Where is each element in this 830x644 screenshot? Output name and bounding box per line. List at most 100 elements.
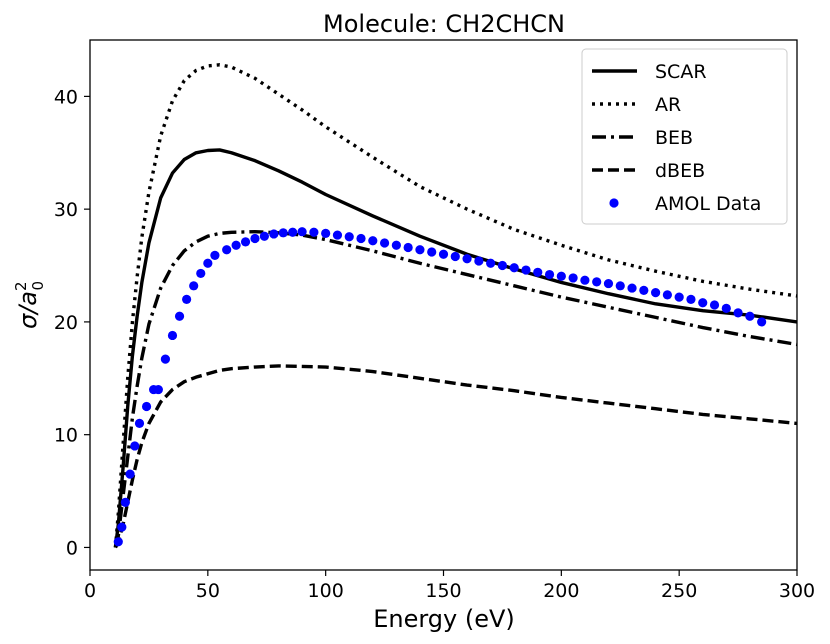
data-point (438, 249, 449, 259)
y-tick-label: 30 (54, 199, 78, 221)
series-line-dbeb (113, 364, 797, 549)
data-point (745, 311, 755, 321)
svg-text:σ/a20: σ/a20 (12, 281, 47, 329)
data-point (130, 441, 140, 451)
data-point (698, 298, 708, 308)
plot-area (89, 39, 798, 571)
x-tick-label: 250 (661, 580, 697, 602)
series-amol-data (113, 227, 767, 547)
x-tick-label: 50 (196, 580, 220, 602)
data-point (533, 267, 543, 277)
y-tick-label: 40 (54, 86, 78, 108)
data-point (189, 281, 199, 291)
data-point (182, 294, 192, 304)
y-tick-label: 0 (66, 537, 78, 559)
legend-box (581, 48, 788, 225)
data-point (450, 251, 460, 262)
data-point (174, 311, 185, 321)
data-point (615, 281, 625, 291)
data-point (141, 401, 152, 412)
data-point (125, 469, 135, 479)
y-axis-label-main: σ/a (14, 291, 42, 329)
data-point (210, 250, 220, 260)
data-point (196, 268, 206, 279)
series-line-ar (113, 63, 797, 548)
x-axis: 0 50 100 150 200 250 300 (84, 570, 815, 602)
data-point (321, 228, 331, 238)
data-point (134, 418, 145, 429)
series-line-scar (113, 148, 797, 548)
data-point (592, 277, 602, 287)
data-point (391, 240, 401, 250)
data-point (721, 303, 731, 313)
legend-label-ar: AR (655, 94, 681, 116)
data-point (297, 227, 307, 237)
y-axis-label-sub: 0 (29, 281, 47, 291)
series-line-beb (113, 230, 797, 548)
data-point (368, 236, 378, 246)
data-point (356, 233, 366, 244)
data-point (521, 265, 531, 275)
data-point (332, 230, 343, 240)
y-axis-label: σ/a20 (12, 281, 47, 329)
data-point (497, 260, 508, 271)
y-tick-label: 10 (54, 425, 78, 447)
data-point (113, 537, 123, 547)
data-point (709, 300, 720, 310)
data-point (117, 522, 127, 532)
legend-label-beb: BEB (655, 127, 693, 149)
data-point (686, 294, 696, 304)
data-point (674, 292, 684, 302)
data-point (240, 237, 251, 247)
x-tick-label: 100 (308, 580, 344, 602)
data-point (651, 287, 661, 298)
data-point (269, 229, 279, 239)
series-layer (113, 63, 797, 549)
data-point (639, 285, 649, 295)
data-point (544, 269, 555, 280)
data-point (160, 354, 171, 364)
data-point (288, 227, 298, 237)
x-tick-label: 150 (425, 580, 461, 602)
legend-label-amol-data: AMOL Data (655, 193, 761, 215)
data-point (167, 330, 178, 341)
data-point (568, 273, 578, 283)
data-point (222, 245, 232, 255)
data-point (603, 278, 614, 289)
data-point (309, 227, 319, 237)
data-point (462, 254, 472, 264)
data-point (580, 275, 590, 285)
data-point (662, 290, 672, 300)
data-point (474, 256, 484, 266)
data-point (344, 232, 354, 242)
data-point (627, 283, 637, 293)
legend-label-dbeb: dBEB (655, 160, 705, 182)
data-point (509, 263, 519, 273)
legend-label-scar: SCAR (655, 61, 707, 83)
data-point (231, 240, 241, 250)
data-point (733, 308, 743, 318)
data-point (486, 258, 496, 268)
x-tick-label: 200 (543, 580, 579, 602)
data-point (120, 497, 130, 507)
chart-title: Molecule: CH2CHCN (323, 10, 565, 38)
data-point (203, 258, 213, 268)
data-point (556, 271, 566, 281)
data-point (250, 233, 260, 244)
x-axis-label: Energy (eV) (373, 605, 515, 633)
y-axis-label-sup: 2 (12, 281, 30, 291)
data-point (427, 247, 437, 257)
data-point (278, 228, 288, 238)
legend-marker-amol-data (609, 198, 619, 208)
data-point (379, 238, 390, 248)
legend: SCAR AR BEB dBEB AMOL Data (581, 48, 788, 225)
data-point (259, 231, 269, 241)
data-point (403, 242, 413, 253)
data-point (153, 384, 163, 395)
y-tick-label: 20 (54, 312, 78, 334)
x-tick-label: 300 (779, 580, 815, 602)
x-tick-label: 0 (84, 580, 96, 602)
data-point (415, 245, 425, 255)
y-axis: 0 10 20 30 40 (54, 86, 90, 559)
